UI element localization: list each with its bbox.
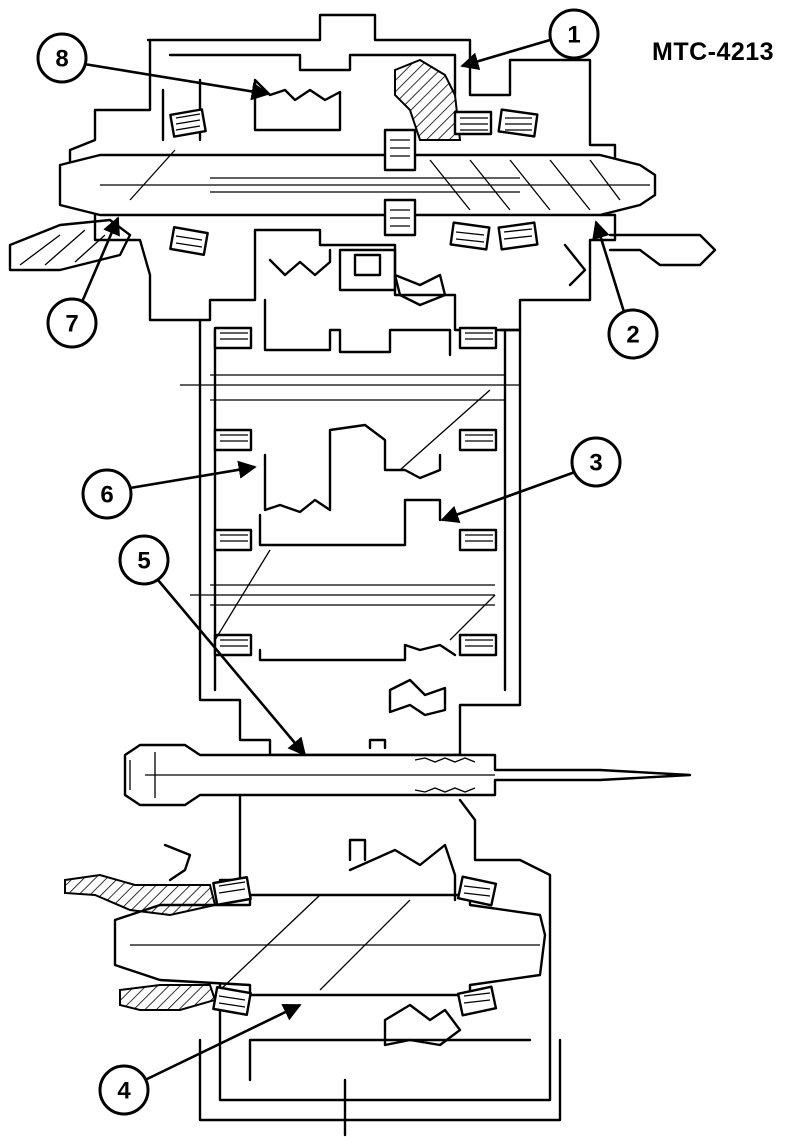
callout-7: 7 bbox=[46, 216, 120, 349]
callout-2: 2 bbox=[592, 220, 659, 360]
callout-5-number: 5 bbox=[137, 548, 150, 575]
callout-3: 3 bbox=[440, 436, 622, 523]
bearing-lower-right-1 bbox=[449, 221, 491, 251]
callout-5: 5 bbox=[118, 534, 307, 757]
middle-housing bbox=[180, 298, 522, 757]
bearing-mid-3 bbox=[213, 428, 253, 452]
callout-8-number: 8 bbox=[55, 46, 68, 73]
callout-4-number: 4 bbox=[117, 1078, 131, 1105]
figure-reference-id: MTC-4213 bbox=[652, 38, 775, 66]
bearing-low-2 bbox=[456, 875, 498, 907]
output-shaft bbox=[123, 738, 692, 807]
callout-3-number: 3 bbox=[589, 450, 602, 477]
bearing-mid-2 bbox=[458, 326, 498, 350]
callout-8: 8 bbox=[36, 32, 270, 101]
lower-housing bbox=[64, 793, 562, 1137]
bearing-low-4 bbox=[456, 985, 498, 1017]
bearing-lower-right-2 bbox=[497, 221, 539, 251]
callout-1: 1 bbox=[460, 8, 600, 71]
bearing-low-1 bbox=[212, 876, 252, 906]
bearing-mid-5 bbox=[213, 528, 253, 552]
bearing-upper-right-2 bbox=[497, 108, 539, 138]
bearing-mid-1 bbox=[213, 326, 253, 350]
callout-6: 6 bbox=[81, 460, 257, 520]
bearing-lower-left bbox=[169, 226, 209, 256]
bearing-low-3 bbox=[212, 986, 252, 1016]
callout-1-number: 1 bbox=[567, 22, 580, 49]
callout-2-number: 2 bbox=[626, 322, 639, 349]
bearing-mid-4 bbox=[458, 428, 498, 452]
bearing-upper-right-1 bbox=[453, 110, 493, 136]
bearing-mid-6 bbox=[458, 528, 498, 552]
callout-7-number: 7 bbox=[65, 311, 78, 338]
callout-4: 4 bbox=[98, 1003, 302, 1116]
bearing-upper-left bbox=[169, 108, 207, 138]
bearing-mid-8 bbox=[458, 633, 498, 657]
upper-housing bbox=[8, 13, 717, 332]
callout-6-number: 6 bbox=[100, 482, 113, 509]
bearing-mid-7 bbox=[213, 633, 253, 657]
